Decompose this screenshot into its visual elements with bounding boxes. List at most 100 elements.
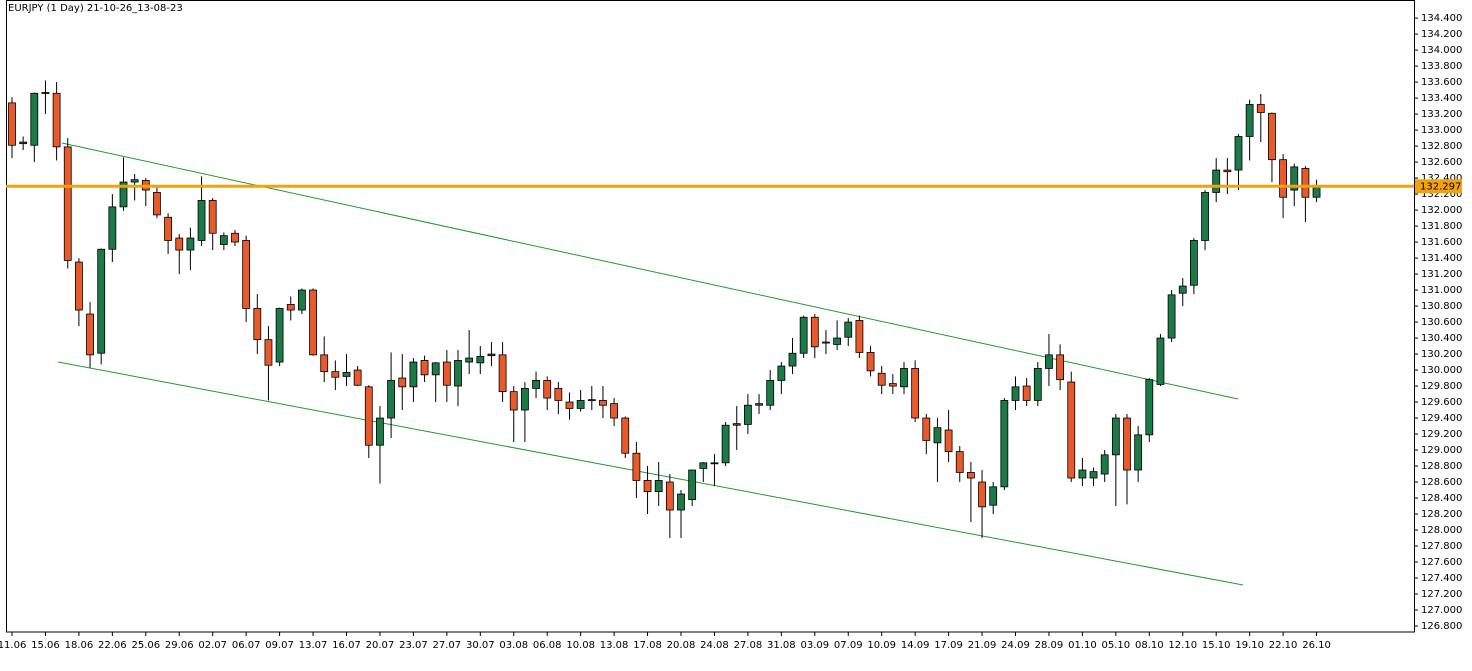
y-tick-label: 131.400 (1421, 253, 1462, 264)
candle-body (1100, 454, 1109, 475)
y-tick-label: 132.000 (1421, 205, 1462, 216)
candle-body (231, 232, 239, 243)
candle-body (599, 400, 607, 406)
candle-body (1067, 381, 1076, 479)
candle-body (286, 304, 295, 311)
x-tick-label: 18.06 (65, 640, 94, 651)
y-tick-label: 130.200 (1421, 349, 1462, 360)
candle-body (297, 289, 306, 311)
candle-body (1256, 104, 1265, 113)
x-tick-label: 19.10 (1235, 640, 1264, 651)
chart-title: EURJPY (1 Day) 21-10-26_13-08-23 (8, 3, 183, 14)
y-tick-label: 127.400 (1421, 573, 1462, 584)
x-tick-label: 20.07 (366, 640, 395, 651)
y-tick-label: 131.200 (1421, 269, 1462, 280)
candle-body (521, 388, 529, 411)
candle-body (476, 356, 485, 364)
y-tick-label: 130.600 (1421, 317, 1462, 328)
candle-body (498, 354, 507, 393)
candle-body (632, 452, 641, 481)
y-tick-label: 129.400 (1421, 413, 1462, 424)
candle-body (1212, 169, 1221, 193)
candle-body (376, 417, 384, 446)
candle-body (1234, 136, 1243, 171)
candle-body (710, 462, 719, 465)
candle-body (877, 372, 886, 386)
x-tick-label: 06.07 (232, 640, 261, 651)
x-tick-label: 17.08 (633, 640, 662, 651)
candle-body (208, 200, 217, 234)
candle-body (677, 493, 685, 511)
y-tick-label: 127.200 (1421, 589, 1462, 600)
plot-frame (6, 0, 1415, 633)
y-tick-label: 128.400 (1421, 493, 1462, 504)
candle-body (766, 380, 775, 406)
y-tick-label: 129.800 (1421, 381, 1462, 392)
x-tick-label: 22.10 (1269, 640, 1298, 651)
y-tick-label: 130.800 (1421, 301, 1462, 312)
candle-body (175, 237, 184, 251)
candle-body (810, 316, 819, 348)
candle-body (253, 308, 262, 341)
candle-body (52, 92, 61, 148)
candle-body (75, 261, 83, 311)
y-tick-label: 131.600 (1421, 237, 1462, 248)
candle-body (1190, 240, 1198, 286)
candle-body (621, 417, 630, 454)
y-tick-label: 134.400 (1421, 13, 1462, 24)
x-tick-label: 24.09 (1001, 640, 1030, 651)
candle-body (1022, 385, 1031, 401)
x-tick-label: 03.08 (499, 640, 528, 651)
candle-body (97, 248, 106, 354)
candle-body (108, 206, 117, 250)
candle-body (130, 179, 139, 183)
y-tick-label: 127.600 (1421, 557, 1462, 568)
candle-body (1134, 434, 1143, 471)
y-tick-label: 128.200 (1421, 509, 1462, 520)
y-tick-label: 131.800 (1421, 221, 1462, 232)
candle-body (1111, 417, 1120, 456)
candle-body (587, 399, 596, 402)
candle-body (665, 481, 674, 511)
candle-body (309, 289, 317, 356)
x-tick-label: 10.08 (566, 640, 595, 651)
candle-body (331, 371, 340, 378)
y-tick-label: 128.000 (1421, 525, 1462, 536)
x-tick-label: 15.06 (31, 640, 60, 651)
x-tick-label: 30.07 (466, 640, 495, 651)
candle-body (1045, 354, 1053, 369)
y-tick-label: 134.000 (1421, 45, 1462, 56)
candle-body (755, 403, 763, 406)
candle-body (744, 404, 752, 425)
candle-body (465, 357, 474, 363)
candle-body (1178, 285, 1187, 294)
x-tick-label: 27.08 (734, 640, 763, 651)
candle-body (364, 386, 373, 446)
candle-body (565, 401, 574, 409)
y-tick-label: 134.200 (1421, 29, 1462, 40)
x-tick-label: 05.10 (1102, 640, 1131, 651)
y-tick-label: 133.000 (1421, 125, 1462, 136)
candle-body (922, 417, 931, 441)
candle-body (866, 352, 875, 372)
y-tick-label: 133.400 (1421, 93, 1462, 104)
candle-body (164, 216, 173, 241)
candle-body (532, 380, 540, 389)
candle-body (833, 337, 841, 345)
x-tick-label: 22.06 (98, 640, 127, 651)
candle-body (454, 360, 462, 387)
candle-body (699, 462, 708, 469)
candle-body (933, 427, 942, 444)
candle-body (855, 320, 864, 353)
candle-body (320, 354, 329, 373)
y-tick-label: 130.400 (1421, 333, 1462, 344)
x-tick-label: 06.08 (533, 640, 562, 651)
candle-body (387, 380, 396, 419)
candle-body (1279, 159, 1287, 198)
x-tick-label: 10.09 (867, 640, 896, 651)
x-tick-label: 07.09 (834, 640, 863, 651)
candle-body (86, 313, 94, 356)
candle-body (1078, 469, 1087, 479)
x-tick-label: 21.09 (968, 640, 997, 651)
